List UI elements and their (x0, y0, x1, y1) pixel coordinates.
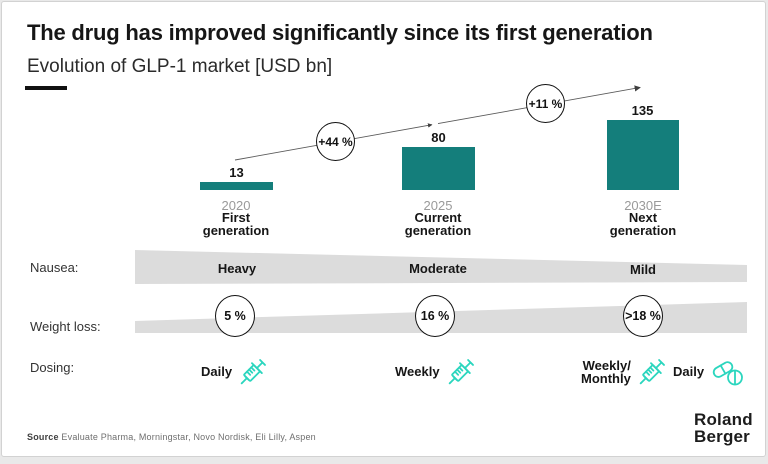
nausea-value-mild: Mild (630, 262, 656, 277)
generation-label-line2: generation (202, 222, 270, 238)
generation-label-next: Next generation (583, 210, 703, 238)
chart-subtitle: Evolution of GLP-1 market [USD bn] (27, 56, 333, 77)
syringe-icon (240, 359, 266, 385)
year-label-2025: 2025 (423, 198, 453, 213)
title-dash (25, 86, 67, 90)
dosing-text: Daily (673, 364, 705, 380)
source-line: Source Evaluate Pharma, Morningstar, Nov… (27, 432, 316, 442)
dosing-text-line2: Monthly (581, 371, 631, 386)
nausea-wedge (135, 250, 747, 284)
dosing-item-next-gen-pill: Daily (673, 350, 747, 394)
pills-icon (712, 360, 743, 385)
source-text: Evaluate Pharma, Morningstar, Novo Nordi… (58, 432, 316, 442)
nausea-value-heavy: Heavy (217, 261, 257, 276)
generation-label-first: First generation (176, 210, 296, 238)
generation-label-current: Current generation (378, 210, 498, 238)
generation-label-line1: First (221, 210, 251, 225)
year-label-2030: 2030E (624, 198, 662, 213)
growth-badge-44: +44 % (316, 122, 355, 161)
dosing-text-line1: Weekly/ (582, 357, 631, 373)
bar-2030 (607, 120, 679, 190)
syringe-icon (639, 359, 665, 385)
bar-2025 (402, 147, 475, 190)
year-label-2020: 2020 (221, 198, 251, 213)
dosing-item-first-gen: Daily (201, 350, 268, 394)
bar-value-2020: 13 (229, 165, 244, 180)
generation-label-line1: Current (414, 210, 462, 225)
growth-badge-11: +11 % (526, 84, 565, 123)
dosing-item-current-gen: Weekly (395, 350, 476, 394)
dosing-item-next-gen-injection: Weekly/ Monthly (581, 350, 667, 394)
weight-loss-badge-16: 16 % (415, 295, 455, 337)
bar-value-2030: 135 (631, 103, 654, 118)
bar-2020 (200, 182, 273, 190)
slide-canvas: The drug has improved significantly sinc… (1, 1, 766, 457)
roland-berger-logo: Roland Berger (694, 410, 753, 446)
weight-loss-badge-18: >18 % (623, 295, 663, 337)
bar-value-2025: 80 (431, 130, 446, 145)
dosing-text: Weekly (395, 364, 440, 380)
syringe-icon (448, 359, 474, 385)
nausea-row-label: Nausea: (30, 260, 79, 275)
logo-line1: Roland (694, 410, 753, 429)
dosing-row-label: Dosing: (30, 360, 75, 375)
page-title: The drug has improved significantly sinc… (27, 20, 653, 45)
weight-loss-badge-5: 5 % (215, 295, 255, 337)
dosing-text: Weekly/ Monthly (581, 357, 631, 386)
nausea-value-moderate: Moderate (409, 261, 467, 276)
logo-line2: Berger (694, 426, 751, 446)
generation-label-line1: Next (628, 210, 658, 225)
source-label: Source (27, 432, 59, 442)
weight-loss-row-label: Weight loss: (30, 319, 101, 334)
generation-label-line2: generation (404, 222, 472, 238)
dosing-text: Daily (201, 364, 233, 380)
generation-label-line2: generation (609, 222, 677, 238)
